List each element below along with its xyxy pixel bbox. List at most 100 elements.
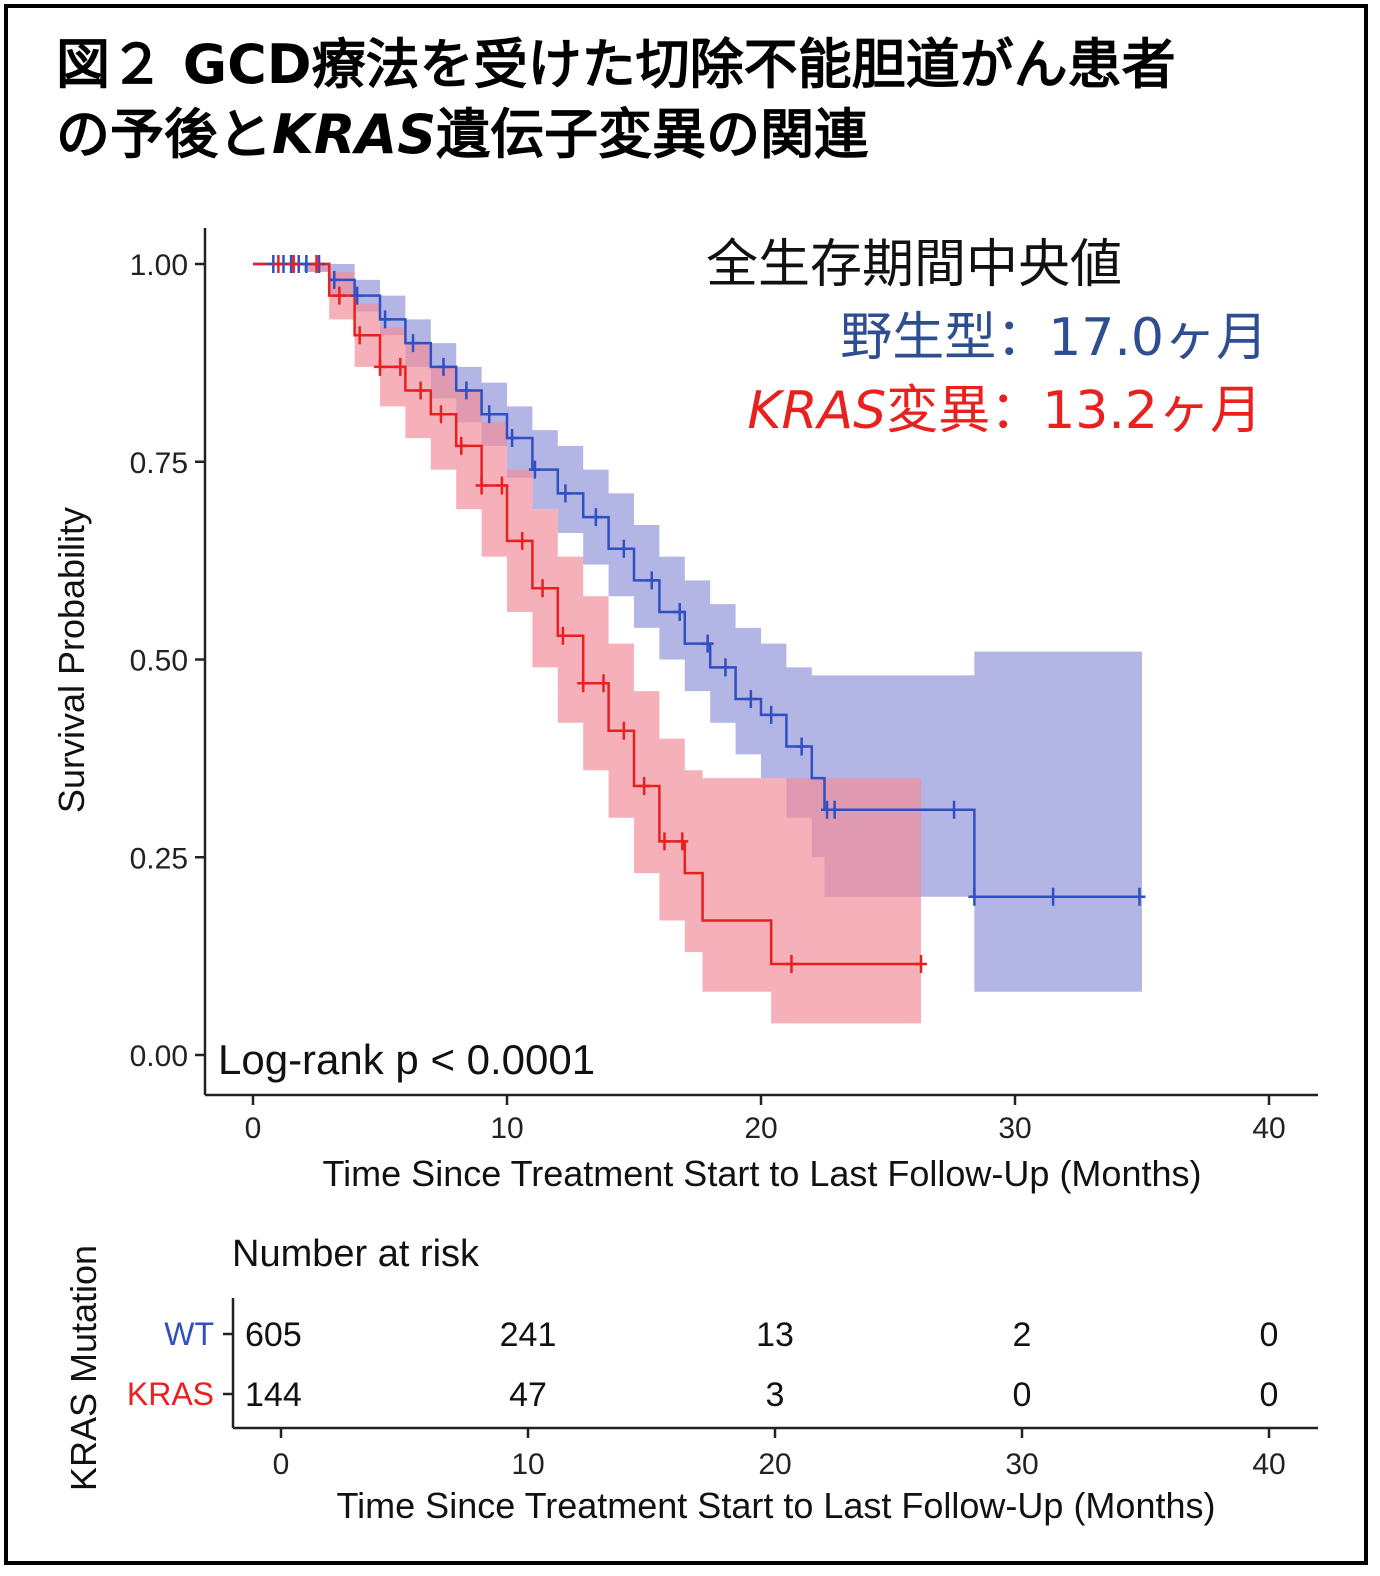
censor-mark-wt [765,705,778,724]
risk-cell: 144 [245,1376,302,1414]
censor-mark-kras [374,357,386,376]
median-kras-label: 変異 [886,381,990,441]
risk-row-label-kras: KRAS [127,1376,214,1412]
censor-mark-kras [310,255,323,273]
censor-mark-kras [394,357,407,376]
censor-mark-wt [795,737,808,756]
censor-mark-wt [351,286,364,305]
risk-table-y-title: KRAS Mutation [63,1245,104,1491]
y-tick-label: 0.75 [130,447,188,480]
x-tick-label: 10 [490,1112,523,1145]
risk-cell: 47 [509,1376,547,1414]
censor-mark-wt [460,381,473,400]
censor-mark-kras [475,476,488,495]
censor-mark-wt [1047,887,1060,906]
figure-title: 図２ GCD療法を受けた切除不能胆道がん患者 の予後とKRAS遺伝子変異の関連 [56,30,1336,170]
risk-cell: 241 [500,1316,557,1354]
y-tick-label: 1.00 [130,249,188,282]
censor-mark-kras [676,832,689,851]
censor-mark-wt [828,800,841,819]
figure-title-line2-prefix: の予後と [56,103,272,166]
risk-cell: 0 [1260,1376,1279,1414]
censor-mark-kras [785,955,798,974]
censor-mark-kras [287,255,300,273]
censor-mark-kras [272,255,285,273]
censor-mark-wt [589,508,602,527]
risk-x-tick-label: 10 [511,1448,544,1481]
y-tick-label: 0.25 [130,842,188,875]
x-tick-label: 20 [744,1112,777,1145]
risk-row-label-wt: WT [164,1316,214,1352]
censor-mark-wt [744,690,757,709]
median-os-title: 全生存期間中央値 [706,235,1122,295]
censor-mark-kras [516,531,529,550]
median-kras-value: ：13.2ヶ月 [990,381,1262,441]
figure-title-line2-suffix: 遺伝子変異の関連 [436,103,869,166]
x-tick-label: 0 [245,1112,262,1145]
censor-mark-kras [434,405,447,424]
median-wt-value: ：17.0ヶ月 [996,308,1268,368]
figure-title-line1: 図２ GCD療法を受けた切除不能胆道がん患者 [56,33,1176,96]
figure-title-line2: の予後とKRAS遺伝子変異の関連 [56,100,1336,170]
censor-marks [267,255,1146,974]
risk-cell: 0 [1260,1316,1279,1354]
km-axes: 0.00 0.25 0.50 0.75 1.00 0 10 20 30 40 [130,228,1318,1145]
y-tick-label: 0.50 [130,645,188,678]
censor-mark-wt [300,255,313,273]
x-tick-label: 30 [998,1112,1031,1145]
censor-mark-kras [333,286,346,305]
risk-table-x-title: Time Since Treatment Start to Last Follo… [337,1485,1216,1526]
censor-mark-kras [577,674,590,693]
censor-mark-kras [658,832,671,851]
risk-cell: 3 [766,1376,785,1414]
risk-cell: 2 [1013,1316,1032,1354]
censor-mark-kras [915,955,928,974]
censor-mark-wt [968,887,981,906]
censor-mark-kras [353,326,366,345]
median-kras: KRAS変異：13.2ヶ月 [747,381,1262,441]
risk-x-tick-label: 40 [1252,1448,1285,1481]
censor-mark-wt [1133,887,1146,906]
censor-mark-wt [328,270,341,289]
figure-title-gene: KRAS [272,103,437,166]
censor-mark-wt [506,429,519,448]
censor-mark-wt [379,310,392,329]
risk-cell: 605 [245,1316,302,1354]
censor-mark-wt [559,484,572,503]
risk-x-tick-label: 20 [758,1448,791,1481]
censor-mark-wt [407,334,420,353]
censor-mark-kras [495,476,508,495]
censor-mark-kras [597,674,610,693]
risk-x-tick-label: 0 [273,1448,290,1481]
censor-mark-wt [483,405,496,424]
censor-mark-wt [719,658,732,677]
censor-mark-wt [701,634,714,653]
median-wt-label: 野生型 [840,308,996,368]
censor-mark-kras [617,721,630,740]
censor-mark-wt [617,539,630,558]
x-tick-label: 40 [1252,1112,1285,1145]
censor-mark-wt [437,357,450,376]
risk-cell: 13 [756,1316,794,1354]
censor-mark-kras [556,626,569,645]
risk-x-tick-label: 30 [1005,1448,1038,1481]
censor-mark-kras [455,436,468,455]
x-axis-title: Time Since Treatment Start to Last Follo… [323,1153,1202,1194]
risk-cell: 0 [1013,1376,1032,1414]
censor-mark-kras [638,777,651,796]
censor-mark-kras [536,579,549,598]
logrank-pvalue: Log-rank p < 0.0001 [218,1036,595,1083]
median-kras-gene: KRAS [747,381,886,441]
curve-wt [253,262,1142,899]
censor-mark-wt [645,571,658,590]
band-kras [253,264,922,1024]
risk-table-title: Number at risk [232,1233,480,1275]
censor-mark-wt [673,603,686,622]
censor-mark-wt [528,460,541,479]
y-axis-title: Survival Probability [51,507,92,813]
censor-mark-kras [414,381,427,400]
y-tick-label: 0.00 [130,1040,188,1073]
censor-mark-wt [948,800,961,819]
